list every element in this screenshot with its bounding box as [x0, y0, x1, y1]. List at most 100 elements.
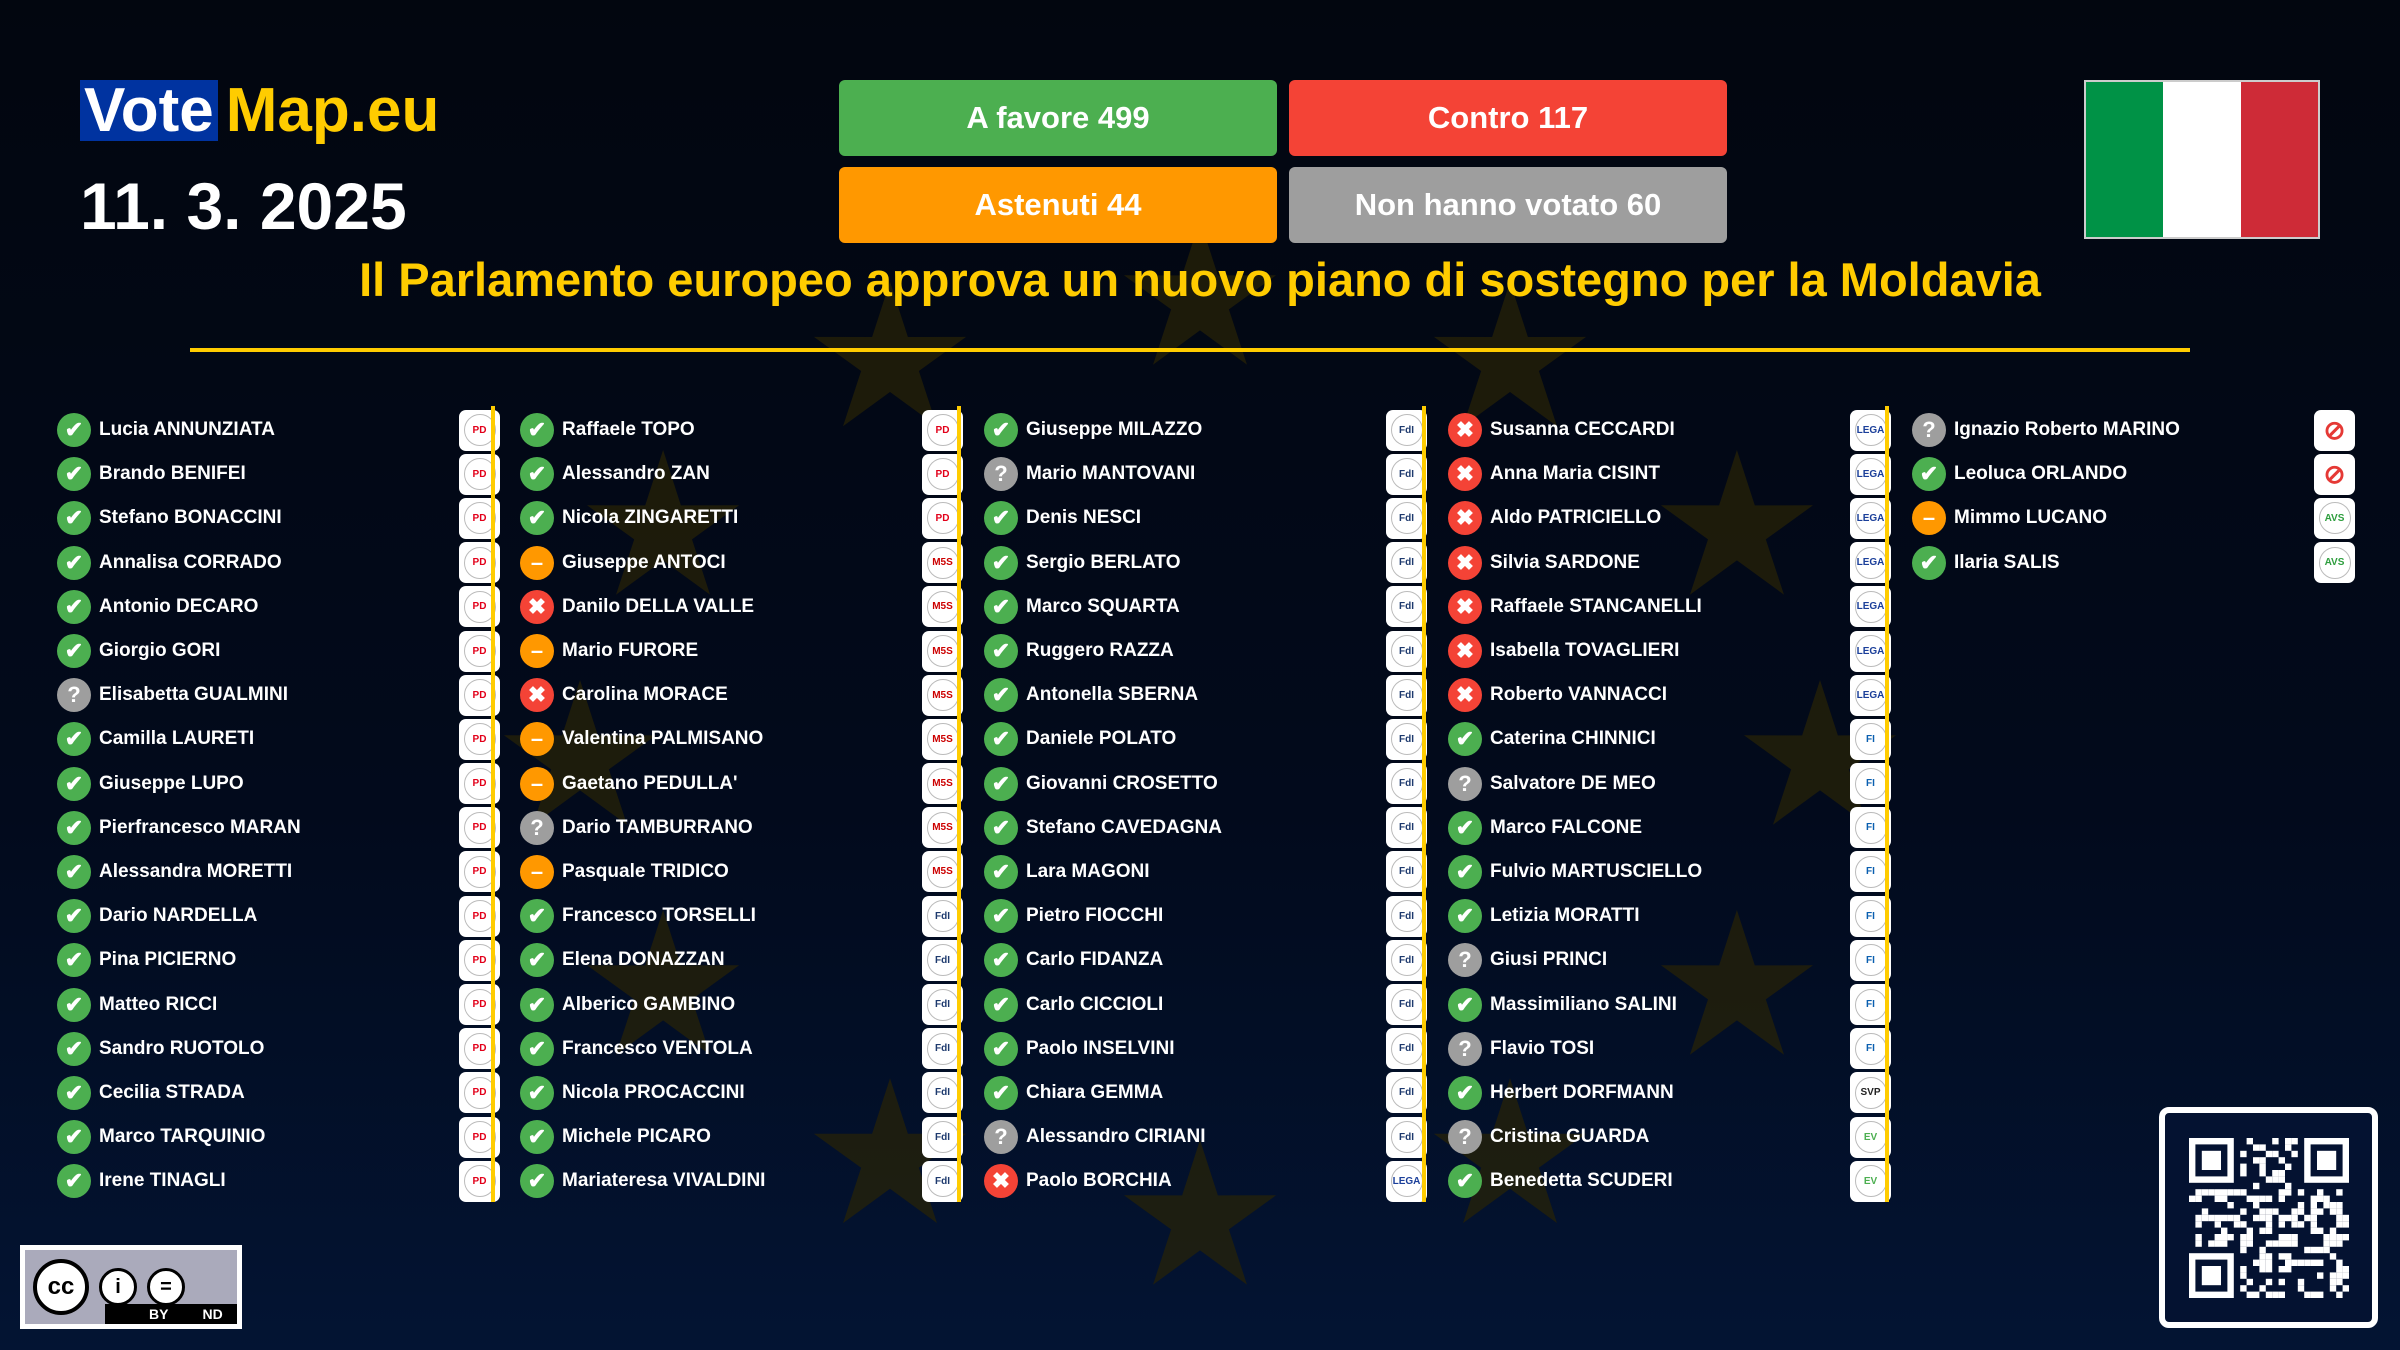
- party-logo-m5s-icon: M5S: [922, 763, 963, 805]
- cc-by-nd-license: cc i = BY ND: [20, 1245, 242, 1329]
- mep-row: ? Flavio TOSI FI: [1448, 1027, 1918, 1071]
- mep-name: Alessandro CIRIANI: [1026, 1126, 1206, 1148]
- mep-row: ✔ Pietro FIOCCHI FdI: [984, 894, 1454, 938]
- vote-for-icon: ✔: [984, 987, 1018, 1022]
- mep-row: ✔ Dario NARDELLA PD: [57, 894, 527, 938]
- mep-column: ✔ Lucia ANNUNZIATA PD ✔ Brando BENIFEI PD ✔ Ste…: [57, 408, 527, 1203]
- mep-name: Giuseppe ANTOCI: [562, 551, 726, 573]
- mep-name: Annalisa CORRADO: [99, 551, 282, 573]
- mep-name: Cristina GUARDA: [1490, 1126, 1650, 1148]
- vote-for-icon: ✔: [520, 1075, 554, 1110]
- vote-against-icon: ✖: [1448, 545, 1482, 580]
- cc-icon: cc: [33, 1259, 89, 1315]
- mep-name: Roberto VANNACCI: [1490, 684, 1667, 706]
- party-logo-fdi-icon: FdI: [1386, 497, 1427, 539]
- mep-row: ✔ Fulvio MARTUSCIELLO FI: [1448, 850, 1918, 894]
- mep-row: ✔ Nicola PROCACCINI FdI: [520, 1071, 990, 1115]
- party-logo-m5s-icon: M5S: [922, 851, 963, 893]
- mep-name: Antonio DECARO: [99, 595, 259, 617]
- vote-against-icon: ✖: [1448, 634, 1482, 669]
- mep-row: ✔ Giovanni CROSETTO FdI: [984, 762, 1454, 806]
- mep-row: ✔ Francesco VENTOLA FdI: [520, 1027, 990, 1071]
- party-logo-fdi-icon: FdI: [1386, 453, 1427, 495]
- qr-code[interactable]: [2159, 1107, 2378, 1328]
- mep-name: Susanna CECCARDI: [1490, 419, 1675, 441]
- mep-row: ✖ Isabella TOVAGLIERI LEGA: [1448, 629, 1918, 673]
- mep-name: Aldo PATRICIELLO: [1490, 507, 1662, 529]
- mep-row: ✔ Ilaria SALIS AVS: [1912, 541, 2382, 585]
- party-logo-fdi-icon: FdI: [1386, 807, 1427, 849]
- mep-row: – Pasquale TRIDICO M5S: [520, 850, 990, 894]
- mep-row: ✔ Letizia MORATTI FI: [1448, 894, 1918, 938]
- mep-name: Carlo FIDANZA: [1026, 949, 1164, 971]
- mep-row: ✔ Sandro RUOTOLO PD: [57, 1027, 527, 1071]
- mep-row: – Mimmo LUCANO AVS: [1912, 496, 2382, 540]
- mep-name: Lara MAGONI: [1026, 860, 1150, 882]
- mep-column: ✔ Raffaele TOPO PD ✔ Alessandro ZAN PD ✔ Nicola…: [520, 408, 990, 1203]
- against-total-badge: Contro 117: [1289, 80, 1727, 156]
- mep-name: Cecilia STRADA: [99, 1081, 245, 1103]
- mep-row: ✔ Giuseppe MILAZZO FdI: [984, 408, 1454, 452]
- vote-for-icon: ✔: [984, 589, 1018, 624]
- vote-against-icon: ✖: [520, 678, 554, 713]
- mep-name: Antonella SBERNA: [1026, 684, 1199, 706]
- vote-for-icon: ✔: [520, 1120, 554, 1155]
- vote-novote-icon: ?: [984, 457, 1018, 492]
- mep-row: ✔ Caterina CHINNICI FI: [1448, 717, 1918, 761]
- vote-for-icon: ✔: [1448, 722, 1482, 757]
- vote-for-icon: ✔: [520, 457, 554, 492]
- column-separator: [491, 406, 495, 1202]
- party-logo-pd-icon: PD: [922, 453, 963, 495]
- mep-name: Gaetano PEDULLA': [562, 772, 738, 794]
- vote-for-icon: ✔: [984, 854, 1018, 889]
- mep-row: ✖ Paolo BORCHIA LEGA: [984, 1159, 1454, 1203]
- mep-row: ✔ Antonella SBERNA FdI: [984, 673, 1454, 717]
- mep-name: Ruggero RAZZA: [1026, 640, 1174, 662]
- vote-abstain-icon: –: [520, 854, 554, 889]
- mep-row: ✔ Alessandro ZAN PD: [520, 452, 990, 496]
- vote-for-icon: ✔: [984, 943, 1018, 978]
- mep-name: Chiara GEMMA: [1026, 1081, 1164, 1103]
- vote-for-icon: ✔: [57, 943, 91, 978]
- vote-for-icon: ✔: [57, 1164, 91, 1199]
- mep-name: Mario FURORE: [562, 640, 699, 662]
- party-logo-fdi-icon: FdI: [922, 1116, 963, 1158]
- mep-name: Paolo INSELVINI: [1026, 1037, 1175, 1059]
- column-separator: [957, 406, 961, 1202]
- vote-date: 11. 3. 2025: [80, 169, 407, 243]
- mep-name: Silvia SARDONE: [1490, 551, 1640, 573]
- vote-against-icon: ✖: [1448, 678, 1482, 713]
- mep-name: Camilla LAURETI: [99, 728, 255, 750]
- vote-for-icon: ✔: [57, 766, 91, 801]
- vote-for-icon: ✔: [984, 545, 1018, 580]
- mep-name: Pietro FIOCCHI: [1026, 905, 1164, 927]
- eu-star: [1743, 680, 1897, 825]
- eu-star: [587, 450, 740, 595]
- vote-for-icon: ✔: [57, 1120, 91, 1155]
- vote-for-icon: ✔: [520, 1031, 554, 1066]
- vote-for-icon: ✔: [984, 501, 1018, 536]
- vote-against-icon: ✖: [1448, 413, 1482, 448]
- mep-row: ✔ Marco SQUARTA FdI: [984, 585, 1454, 629]
- mep-row: ? Alessandro CIRIANI FdI: [984, 1115, 1454, 1159]
- vote-abstain-icon: –: [520, 722, 554, 757]
- vote-for-icon: ✔: [984, 722, 1018, 757]
- mep-name: Salvatore DE MEO: [1490, 772, 1656, 794]
- mep-name: Alessandro ZAN: [562, 463, 710, 485]
- vote-for-icon: ✔: [984, 634, 1018, 669]
- mep-name: Irene TINAGLI: [99, 1170, 226, 1192]
- mep-name: Daniele POLATO: [1026, 728, 1177, 750]
- mep-name: Matteo RICCI: [99, 993, 218, 1015]
- mep-name: Alessandra MORETTI: [99, 860, 293, 882]
- vote-for-icon: ✔: [1448, 810, 1482, 845]
- vote-for-icon: ✔: [984, 810, 1018, 845]
- vote-for-icon: ✔: [520, 413, 554, 448]
- mep-row: ✔ Ruggero RAZZA FdI: [984, 629, 1454, 673]
- mep-name: Mariateresa VIVALDINI: [562, 1170, 766, 1192]
- mep-name: Dario TAMBURRANO: [562, 816, 753, 838]
- eu-star: [813, 1078, 967, 1224]
- mep-name: Dario NARDELLA: [99, 905, 258, 927]
- for-total-badge: A favore 499: [839, 80, 1277, 156]
- mep-row: ✔ Mariateresa VIVALDINI FdI: [520, 1159, 990, 1203]
- mep-row: – Gaetano PEDULLA' M5S: [520, 762, 990, 806]
